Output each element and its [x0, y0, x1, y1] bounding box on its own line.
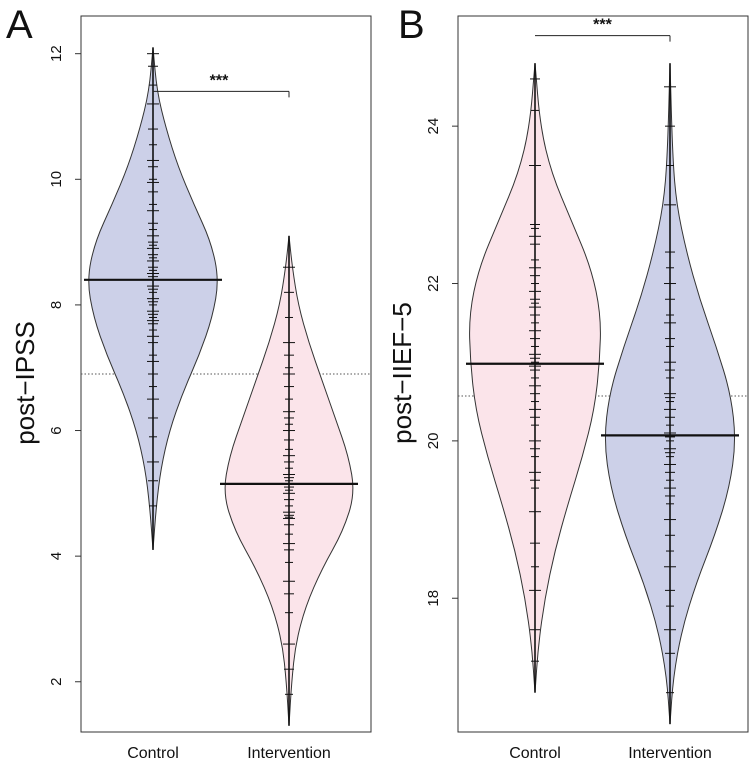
panel-a-xlabel-control: Control [127, 745, 179, 762]
panel-b-frame [457, 15, 749, 733]
panel-a-xlabel-intervention: Intervention [247, 745, 331, 762]
panel-a-ytick-6: 6 [48, 426, 65, 434]
panel-b: B post−IIEF−5 18 20 22 24 Control Interv… [387, 3, 749, 762]
panel-a-ytick-12: 12 [48, 45, 65, 62]
panel-a-ytick-10: 10 [48, 171, 65, 188]
panel-a-letter: A [6, 3, 33, 47]
panel-b-ytick-22: 22 [425, 275, 442, 292]
panel-b-letter: B [398, 3, 425, 47]
panel-b-ytick-24: 24 [425, 118, 442, 135]
panel-b-ytick-18: 18 [425, 590, 442, 607]
panel-b-significance: *** [593, 17, 612, 34]
panel-b-yticks: 18 20 22 24 [425, 118, 442, 607]
panel-a-significance: *** [210, 72, 229, 89]
panel-a-yticks: 2 4 6 8 10 12 [48, 45, 65, 686]
panel-a-ytick-4: 4 [48, 552, 65, 560]
panel-b-xlabel-control: Control [509, 745, 561, 762]
panel-b-ylabel: post−IIEF−5 [387, 302, 417, 444]
panel-b-ytick-20: 20 [425, 433, 442, 450]
panel-a: A post−IPSS 2 4 6 8 10 12 Control Interv… [6, 3, 372, 762]
panel-a-ytick-2: 2 [48, 678, 65, 686]
panel-a-ytick-8: 8 [48, 301, 65, 309]
panel-b-xlabel-intervention: Intervention [628, 745, 712, 762]
panel-a-ylabel: post−IPSS [10, 321, 40, 445]
